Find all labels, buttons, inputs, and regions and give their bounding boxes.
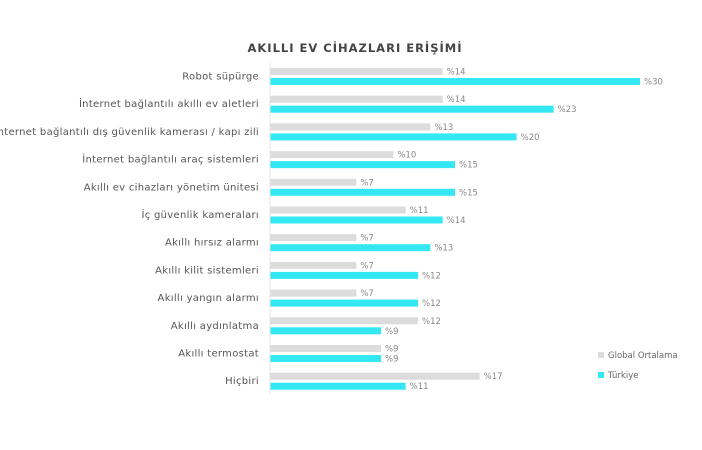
data-label-global: %7 xyxy=(360,234,374,244)
data-label-global: %7 xyxy=(360,178,374,188)
bar-global xyxy=(270,261,357,269)
bar-turkiye xyxy=(270,133,517,141)
data-label-turkiye: %13 xyxy=(434,244,453,254)
category-label: İnternet bağlantılı araç sistemleri xyxy=(82,153,259,166)
bar-turkiye xyxy=(270,216,443,224)
data-label-turkiye: %9 xyxy=(385,327,399,337)
data-label-turkiye: %23 xyxy=(558,105,577,115)
data-label-turkiye: %11 xyxy=(410,382,429,392)
data-label-turkiye: %15 xyxy=(459,161,478,171)
data-label-global: %14 xyxy=(447,68,466,78)
data-label-turkiye: %12 xyxy=(422,271,441,281)
data-label-turkiye: %14 xyxy=(447,216,466,226)
bar-turkiye xyxy=(270,355,381,362)
legend-swatch-global xyxy=(598,352,604,358)
category-label: Akıllı aydınlatma xyxy=(171,321,259,332)
bar-global xyxy=(270,372,480,380)
category-label: Hiçbiri xyxy=(225,376,259,387)
data-label-global: %10 xyxy=(397,151,416,161)
bar-turkiye xyxy=(270,382,406,390)
bar-global xyxy=(270,68,443,75)
bar-turkiye xyxy=(270,271,418,279)
chart-title: AKILLI EV CİHAZLARI ERİŞİMİ xyxy=(247,40,462,55)
category-label: Akıllı kilit sistemleri xyxy=(155,265,259,276)
data-label-global: %7 xyxy=(360,289,374,299)
category-label: İnternet bağlantılı akıllı ev aletleri xyxy=(79,97,259,110)
category-label: İç güvenlik kameraları xyxy=(141,208,259,221)
data-label-turkiye: %12 xyxy=(422,299,441,309)
bar-global xyxy=(270,234,357,242)
data-label-turkiye: %30 xyxy=(644,78,663,88)
bar-global xyxy=(270,123,431,131)
data-label-global: %14 xyxy=(447,95,466,105)
bar-turkiye xyxy=(270,78,640,85)
legend-label-global: Global Ortalama xyxy=(608,351,678,361)
bar-global xyxy=(270,317,418,325)
bar-global xyxy=(270,289,357,297)
bar-turkiye xyxy=(270,244,431,252)
data-label-global: %13 xyxy=(434,123,453,133)
bar-global xyxy=(270,206,406,214)
data-label-global: %17 xyxy=(484,372,503,382)
category-label: Robot süpürge xyxy=(182,72,259,83)
category-label: Akıllı ev cihazları yönetim ünitesi xyxy=(84,182,259,193)
bar-global xyxy=(270,95,443,103)
category-label: Akıllı termostat xyxy=(178,349,259,360)
data-label-turkiye: %20 xyxy=(521,133,540,143)
data-label-turkiye: %15 xyxy=(459,188,478,198)
legend: Global Ortalama Türkiye xyxy=(598,351,678,381)
category-label: İnternet bağlantılı dış güvenlik kameras… xyxy=(0,125,259,138)
data-label-global: %7 xyxy=(360,261,374,271)
bar-global xyxy=(270,151,394,159)
category-label: Akıllı yangın alarmı xyxy=(158,293,259,304)
legend-label-turkiye: Türkiye xyxy=(607,371,638,381)
data-label-turkiye: %9 xyxy=(385,355,399,365)
category-label: Akıllı hırsız alarmı xyxy=(165,238,259,249)
bar-turkiye xyxy=(270,105,554,113)
data-label-global: %11 xyxy=(410,206,429,216)
legend-swatch-turkiye xyxy=(598,372,604,378)
bar-turkiye xyxy=(270,161,455,169)
bar-global xyxy=(270,178,357,186)
data-label-global: %12 xyxy=(422,317,441,327)
bar-global xyxy=(270,345,381,352)
bar-turkiye xyxy=(270,299,418,307)
data-label-global: %9 xyxy=(385,345,399,355)
bar-turkiye xyxy=(270,327,381,335)
bar-turkiye xyxy=(270,188,455,196)
